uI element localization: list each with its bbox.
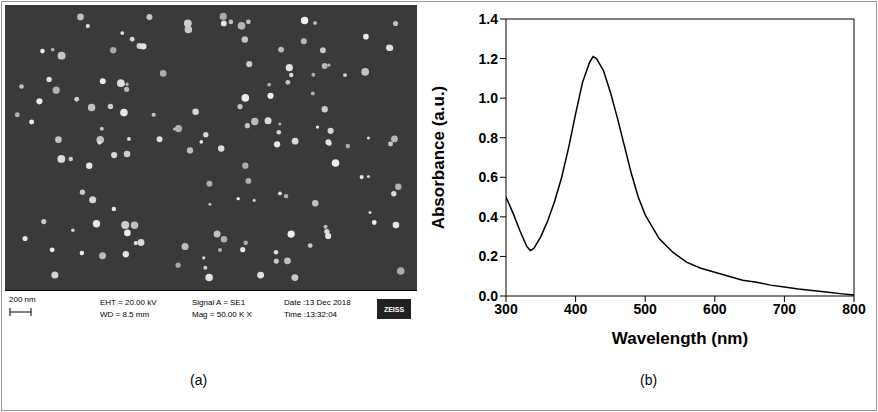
- svg-text:1.2: 1.2: [479, 51, 499, 67]
- svg-text:800: 800: [842, 301, 866, 317]
- html-text:Mag = 50.00 K X: Mag = 50.00 K X: [192, 310, 252, 319]
- svg-text:0.0: 0.0: [479, 288, 499, 304]
- svg-text:400: 400: [564, 301, 588, 317]
- svg-text:0.6: 0.6: [479, 169, 499, 185]
- html-text:Signal A = SE1: Signal A = SE1: [192, 298, 246, 307]
- svg-text:500: 500: [634, 301, 658, 317]
- html-text:(a): (a): [190, 372, 208, 388]
- html-text:(b): (b): [640, 372, 658, 388]
- svg-text:1.4: 1.4: [479, 11, 499, 27]
- html-text:WD = 8.5 mm: WD = 8.5 mm: [100, 310, 150, 319]
- svg-text:Wavelength (nm): Wavelength (nm): [612, 329, 748, 348]
- svg-text:700: 700: [773, 301, 797, 317]
- svg-text:600: 600: [703, 301, 727, 317]
- html-text:Time :13:32:04: Time :13:32:04: [284, 310, 338, 319]
- svg-text:0.4: 0.4: [479, 209, 499, 225]
- svg-text:Absorbance (a.u.): Absorbance (a.u.): [429, 86, 448, 230]
- html-text:EHT = 20.00 kV: EHT = 20.00 kV: [100, 298, 157, 307]
- svg-text:300: 300: [494, 300, 518, 317]
- svg-text:0.2: 0.2: [479, 248, 499, 264]
- html-text:Date :13 Dec 2018: Date :13 Dec 2018: [284, 298, 351, 307]
- html-text:ZEISS: ZEISS: [383, 305, 405, 313]
- html-text:200 nm: 200 nm: [9, 295, 36, 304]
- svg-text:1.0: 1.0: [479, 90, 499, 106]
- svg-text:0.8: 0.8: [479, 130, 499, 146]
